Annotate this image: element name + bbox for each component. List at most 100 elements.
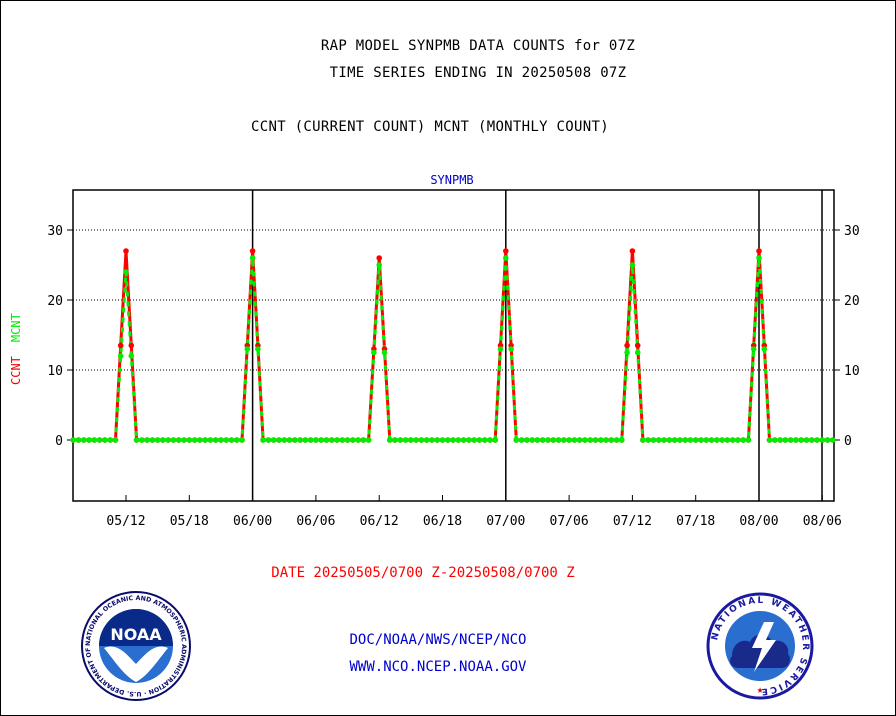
data-point-mcnt: [750, 346, 757, 352]
data-point-mcnt: [402, 437, 409, 443]
y-tick-label-left: 20: [47, 294, 63, 309]
data-point-mcnt: [830, 437, 836, 443]
data-point-mcnt: [666, 437, 673, 443]
data-point-mcnt: [413, 437, 419, 443]
data-point-mcnt: [186, 437, 193, 443]
data-point-mcnt: [724, 437, 731, 443]
data-point-mcnt: [650, 437, 657, 443]
noaa-wordmark: NOAA: [110, 625, 162, 644]
data-point-mcnt: [613, 437, 620, 443]
data-point-mcnt: [228, 437, 235, 443]
data-point-mcnt: [239, 437, 245, 443]
data-point-mcnt: [571, 437, 578, 443]
x-tick-label: 07/06: [550, 514, 589, 529]
data-point-mcnt: [708, 437, 715, 443]
plot-border: [72, 189, 835, 502]
data-point-mcnt: [255, 346, 261, 352]
data-point-mcnt: [587, 437, 593, 443]
data-point-mcnt: [492, 437, 499, 443]
data-point-ccnt: [376, 255, 383, 261]
data-point-mcnt: [91, 437, 98, 443]
x-tick-label: 07/00: [486, 514, 525, 529]
data-point-mcnt: [270, 437, 277, 443]
data-point-mcnt: [656, 437, 662, 443]
data-point-mcnt: [576, 437, 583, 443]
data-point-mcnt: [703, 437, 709, 443]
date-range-label: DATE 20250505/0700 Z-20250508/0700 Z: [271, 565, 575, 581]
data-point-mcnt: [513, 437, 520, 443]
data-point-mcnt: [592, 437, 599, 443]
data-point-mcnt: [503, 255, 509, 261]
data-point-mcnt: [307, 437, 314, 443]
noaa-logo-icon: NATIONAL OCEANIC AND ATMOSPHERIC ADMINIS…: [80, 590, 191, 701]
data-point-mcnt: [661, 437, 667, 443]
data-point-mcnt: [429, 437, 435, 443]
data-point-mcnt: [481, 437, 488, 443]
data-point-mcnt: [408, 437, 414, 443]
labels-layer: 0 0 10 10 20 20 30 30 05/12 05/18 06/00 06/06 06/12 0…: [9, 173, 860, 529]
x-tick-label: 05/18: [170, 514, 209, 529]
data-point-mcnt: [128, 353, 135, 359]
x-tick-label: 06/06: [296, 514, 335, 529]
data-point-mcnt: [455, 437, 462, 443]
data-point-mcnt: [445, 437, 451, 443]
data-point-mcnt: [323, 437, 330, 443]
data-point-mcnt: [756, 255, 762, 261]
data-point-ccnt: [624, 342, 630, 349]
data-point-mcnt: [677, 437, 683, 443]
data-point-mcnt: [112, 437, 119, 443]
data-point-ccnt: [634, 342, 641, 349]
data-point-mcnt: [197, 437, 203, 443]
data-point-mcnt: [223, 437, 229, 443]
data-point-mcnt: [534, 437, 541, 443]
data-point-mcnt: [466, 437, 472, 443]
data-point-mcnt: [276, 437, 282, 443]
data-point-mcnt: [334, 437, 340, 443]
data-point-ccnt: [123, 248, 129, 254]
data-point-mcnt: [555, 437, 562, 443]
data-point-mcnt: [170, 437, 177, 443]
data-point-ccnt: [117, 342, 124, 349]
organization-label[interactable]: DOC/NOAA/NWS/NCEP/NCO: [349, 632, 527, 648]
data-point-mcnt: [476, 437, 483, 443]
data-point-mcnt: [508, 346, 514, 352]
data-point-mcnt: [360, 437, 367, 443]
data-point-mcnt: [518, 437, 525, 443]
data-point-mcnt: [144, 437, 150, 443]
data-point-mcnt: [619, 437, 625, 443]
series-line-mcnt: [73, 257, 833, 442]
data-point-mcnt: [191, 437, 198, 443]
data-point-mcnt: [539, 437, 546, 443]
data-point-mcnt: [624, 349, 630, 356]
y-tick-label-right: 0: [844, 434, 852, 449]
data-point-mcnt: [249, 255, 256, 261]
chart-title-line-1: RAP MODEL SYNPMB DATA COUNTS for 07Z: [320, 38, 636, 54]
data-point-mcnt: [154, 437, 161, 443]
data-point-mcnt: [96, 437, 103, 443]
data-point-mcnt: [234, 437, 240, 443]
data-point-mcnt: [397, 437, 404, 443]
nws-star: ★: [757, 683, 764, 696]
x-tick-label: 08/00: [739, 514, 778, 529]
data-point-ccnt: [756, 248, 762, 254]
data-point-mcnt: [292, 437, 298, 443]
data-point-mcnt: [281, 437, 288, 443]
data-point-ccnt: [503, 248, 509, 254]
x-tick-label: 05/12: [106, 514, 145, 529]
data-point-mcnt: [640, 437, 646, 443]
data-point-mcnt: [286, 437, 293, 443]
series-layer: [70, 248, 836, 443]
data-point-mcnt: [529, 437, 535, 443]
data-point-mcnt: [740, 437, 746, 443]
data-point-ccnt: [249, 248, 256, 254]
data-point-mcnt: [75, 437, 82, 443]
data-point-mcnt: [434, 437, 441, 443]
data-point-mcnt: [603, 437, 609, 443]
data-point-mcnt: [133, 437, 140, 443]
data-point-mcnt: [123, 269, 129, 275]
data-point-mcnt: [265, 437, 272, 443]
data-point-mcnt: [139, 437, 145, 443]
data-point-mcnt: [302, 437, 309, 443]
data-point-mcnt: [687, 437, 694, 443]
website-link[interactable]: WWW.NCO.NCEP.NOAA.GOV: [349, 659, 527, 675]
